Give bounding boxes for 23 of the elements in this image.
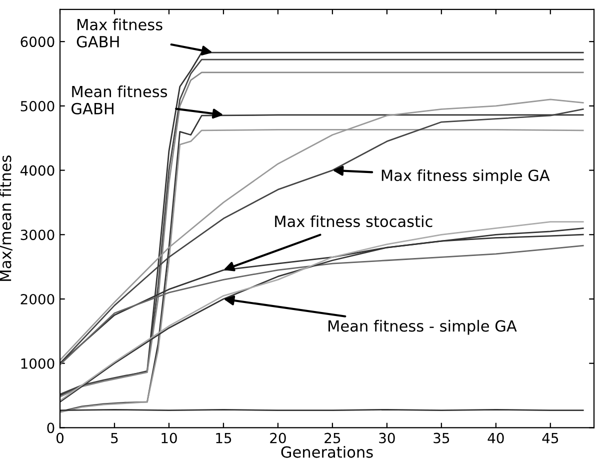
y-tick-label: 0 — [47, 422, 54, 434]
y-tick-label: 5000 — [20, 100, 54, 112]
x-tick-label: 45 — [542, 432, 558, 444]
annotation: Max fitness simple GA — [382, 169, 550, 184]
y-tick-label: 2000 — [20, 294, 54, 304]
x-tick-label: 5 — [111, 432, 118, 444]
annotation: Mean fitness - simple GA — [328, 320, 517, 335]
y-tick-label: 4000 — [20, 165, 54, 176]
x-tick-label: 40 — [488, 432, 504, 444]
y-tick-label: 3000 — [20, 230, 54, 240]
x-tick-label: 25 — [324, 432, 340, 444]
x-tick-label: 15 — [216, 432, 232, 444]
x-tick-label: 0 — [56, 432, 64, 444]
annotation: Max fitness GABH — [76, 18, 162, 48]
y-tick-label: 1000 — [21, 358, 54, 369]
annotation: Mean fitness GABH — [72, 85, 168, 114]
x-tick-label: 30 — [379, 432, 395, 444]
x-tick-label: 35 — [434, 432, 450, 444]
x-axis-title: Generations — [281, 446, 373, 458]
y-tick-label: 6000 — [20, 36, 54, 48]
x-tick-label: 20 — [270, 432, 286, 444]
x-tick-label: 10 — [162, 432, 177, 444]
annotation: Max fitness stocastic — [275, 215, 432, 228]
